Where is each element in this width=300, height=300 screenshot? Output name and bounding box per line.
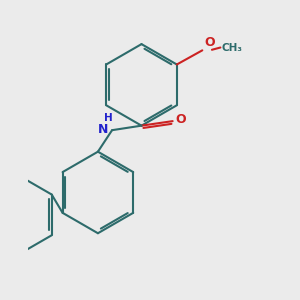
Text: N: N [98, 123, 109, 136]
Text: CH₃: CH₃ [221, 43, 242, 52]
Text: O: O [204, 36, 214, 49]
Text: O: O [176, 113, 186, 127]
Text: H: H [104, 113, 113, 123]
